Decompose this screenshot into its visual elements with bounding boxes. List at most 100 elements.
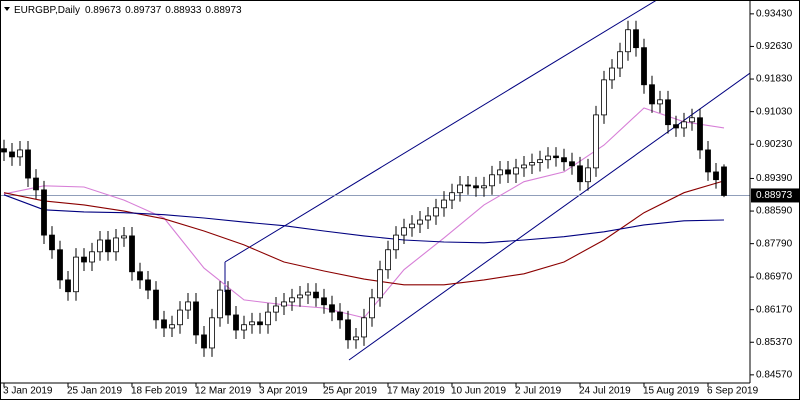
trend-line bbox=[224, 0, 658, 263]
candle-body bbox=[665, 99, 671, 126]
candle-body bbox=[489, 174, 495, 187]
candle-body bbox=[41, 189, 47, 236]
candle-body bbox=[633, 29, 639, 49]
y-tick-label: 0.85370 bbox=[756, 337, 793, 348]
candle-body bbox=[505, 169, 511, 175]
candle-body bbox=[369, 297, 375, 319]
candle-body bbox=[209, 317, 215, 349]
candle-body bbox=[113, 237, 119, 253]
moving-average bbox=[3, 180, 725, 286]
candle-body bbox=[137, 271, 143, 281]
y-tick-label: 0.91030 bbox=[756, 106, 793, 117]
candle-body bbox=[1, 148, 7, 153]
candle-body bbox=[241, 324, 247, 331]
candle-body bbox=[617, 51, 623, 69]
candle-body bbox=[609, 67, 615, 81]
candle-body bbox=[401, 227, 407, 236]
candle-body bbox=[529, 162, 535, 166]
x-tick-label: 25 Apr 2019 bbox=[323, 386, 377, 397]
candle-body bbox=[153, 289, 159, 321]
plot-area bbox=[0, 0, 750, 361]
candle-body bbox=[593, 114, 599, 169]
candle-body bbox=[169, 324, 175, 329]
candle-body bbox=[201, 334, 207, 349]
x-tick-label: 6 Sep 2019 bbox=[707, 386, 759, 397]
moving-average bbox=[3, 194, 725, 244]
candle-body bbox=[601, 79, 607, 116]
x-tick-label: 3 Apr 2019 bbox=[259, 386, 308, 397]
candle-body bbox=[257, 321, 263, 326]
y-tick-label: 0.91830 bbox=[756, 74, 793, 85]
candle-body bbox=[657, 99, 663, 105]
candle-body bbox=[361, 317, 367, 338]
candle-body bbox=[225, 289, 231, 316]
price-tag bbox=[751, 188, 799, 203]
candle-body bbox=[17, 149, 23, 158]
candle-body bbox=[89, 251, 95, 263]
y-tick-label: 0.84570 bbox=[756, 369, 793, 380]
candle-body bbox=[329, 304, 335, 313]
candle-body bbox=[457, 184, 463, 194]
candle-body bbox=[81, 256, 87, 263]
candle-body bbox=[161, 319, 167, 329]
candle-body bbox=[313, 291, 319, 299]
candle-body bbox=[721, 166, 727, 196]
candle-body bbox=[649, 84, 655, 105]
candle-body bbox=[537, 159, 543, 163]
candle-body bbox=[385, 249, 391, 271]
candle-body bbox=[697, 117, 703, 151]
y-tick-label: 0.92630 bbox=[756, 41, 793, 52]
candle-body bbox=[497, 169, 503, 176]
candle-body bbox=[353, 336, 359, 341]
candle-body bbox=[345, 319, 351, 341]
candle-body bbox=[217, 289, 223, 319]
candle-body bbox=[281, 301, 287, 307]
candle-body bbox=[561, 157, 567, 163]
x-tick-label: 15 Aug 2019 bbox=[643, 386, 700, 397]
y-tick-label: 0.87790 bbox=[756, 238, 793, 249]
y-tick-label: 0.90230 bbox=[756, 139, 793, 150]
candle-body bbox=[569, 161, 575, 167]
candle-body bbox=[289, 297, 295, 303]
y-tick-label: 0.93430 bbox=[756, 8, 793, 19]
close-value: 0.88973 bbox=[205, 5, 242, 16]
candle-body bbox=[673, 124, 679, 129]
candle-body bbox=[689, 117, 695, 123]
candle-body bbox=[377, 269, 383, 299]
candle-body bbox=[273, 305, 279, 313]
chart-title: EURGBP,Daily bbox=[14, 5, 80, 16]
x-tick-label: 2 Jul 2019 bbox=[515, 386, 562, 397]
candle-body bbox=[513, 167, 519, 175]
candle-body bbox=[465, 184, 471, 187]
candle-body bbox=[129, 235, 135, 273]
candle-body bbox=[65, 279, 71, 293]
high-value: 0.89737 bbox=[125, 5, 162, 16]
chart-header: EURGBP,Daily 0.89673 0.89737 0.88933 0.88973 bbox=[14, 5, 242, 16]
candle-body bbox=[193, 301, 199, 336]
candle-body bbox=[433, 207, 439, 217]
x-tick-label: 10 Jun 2019 bbox=[451, 386, 506, 397]
candle-body bbox=[641, 47, 647, 86]
candle-body bbox=[121, 235, 127, 239]
low-value: 0.88933 bbox=[165, 5, 202, 16]
candle-body bbox=[49, 234, 55, 251]
candle-body bbox=[681, 121, 687, 129]
candle-body bbox=[473, 185, 479, 189]
candle-body bbox=[321, 297, 327, 306]
candle-body bbox=[97, 239, 103, 253]
candle-body bbox=[305, 291, 311, 296]
candle-body bbox=[265, 311, 271, 326]
candle-body bbox=[233, 314, 239, 331]
candle-body bbox=[713, 171, 719, 181]
candle-body bbox=[33, 177, 39, 191]
candle-body bbox=[625, 29, 631, 53]
candle-body bbox=[449, 192, 455, 201]
y-tick-label: 0.88590 bbox=[756, 206, 793, 217]
y-tick-label: 0.86970 bbox=[756, 272, 793, 283]
x-tick-label: 17 May 2019 bbox=[387, 386, 445, 397]
candle-body bbox=[105, 239, 111, 253]
symbol-icon bbox=[4, 7, 10, 11]
candle-body bbox=[425, 215, 431, 221]
